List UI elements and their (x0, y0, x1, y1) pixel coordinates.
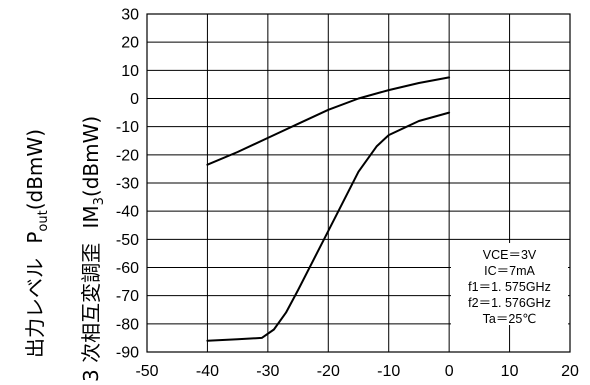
series-output-level (206, 76, 451, 166)
series-im3-distortion (206, 111, 451, 342)
x-tick-label: -20 (317, 363, 340, 380)
y-axis-label-im3-text: 3 次相互変調歪 (79, 243, 103, 382)
condition-f1: f1＝1. 575GHz (468, 280, 551, 294)
y-tick-label: -70 (116, 288, 139, 305)
y-axis-label-im3: 3 次相互変調歪 IM3(dBmW) (79, 116, 107, 382)
y-tick-label: -80 (116, 316, 139, 333)
conditions-box: VCE＝3V IC＝7mA f1＝1. 575GHz f2＝1. 576GHz … (451, 243, 568, 326)
x-tick-label: -50 (135, 363, 158, 380)
y-axis-label-im3-unit: (dBmW) (79, 116, 103, 197)
y-axis-label-im3-symbol: IM (79, 205, 103, 228)
y-tick-label: -60 (116, 260, 139, 277)
y-tick-label: -50 (116, 232, 139, 249)
plot-frame (146, 13, 571, 353)
y-tick-label: -20 (116, 147, 139, 164)
y-tick-label: -10 (116, 119, 139, 136)
y-axis-label-im3-sub: 3 (92, 197, 107, 205)
conditions-box-bg (451, 243, 568, 325)
x-tick-label: -40 (196, 363, 219, 380)
y-tick-label: -30 (116, 176, 139, 193)
y-axis-label-output-unit: (dBmW) (23, 129, 47, 210)
y-tick-label: -90 (116, 345, 139, 362)
condition-f2: f2＝1. 576GHz (468, 296, 551, 310)
y-axis-label-output-text: 出力レベル (23, 258, 47, 358)
x-tick-label: -10 (377, 363, 400, 380)
grid (146, 13, 571, 353)
axes (146, 13, 571, 353)
y-tick-label: 30 (121, 7, 139, 24)
y-axis-label-output-symbol: P (23, 232, 47, 244)
y-axis-label-output: 出力レベル Pout(dBmW) (23, 129, 51, 358)
y-tick-label: -40 (116, 204, 139, 221)
y-tick-label: 20 (121, 35, 139, 52)
condition-ic: IC＝7mA (484, 264, 535, 278)
condition-vce: VCE＝3V (483, 248, 537, 262)
condition-ta: Ta＝25℃ (483, 312, 537, 326)
x-tick-label: 0 (445, 363, 454, 380)
y-axis-label-output-sub: out (36, 210, 51, 231)
x-tick-label: 20 (561, 363, 579, 380)
series-layer (206, 76, 451, 342)
x-tick-label: -30 (256, 363, 279, 380)
y-tick-label: 10 (121, 63, 139, 80)
x-tick-label: 10 (501, 363, 519, 380)
y-tick-label: 0 (130, 91, 139, 108)
